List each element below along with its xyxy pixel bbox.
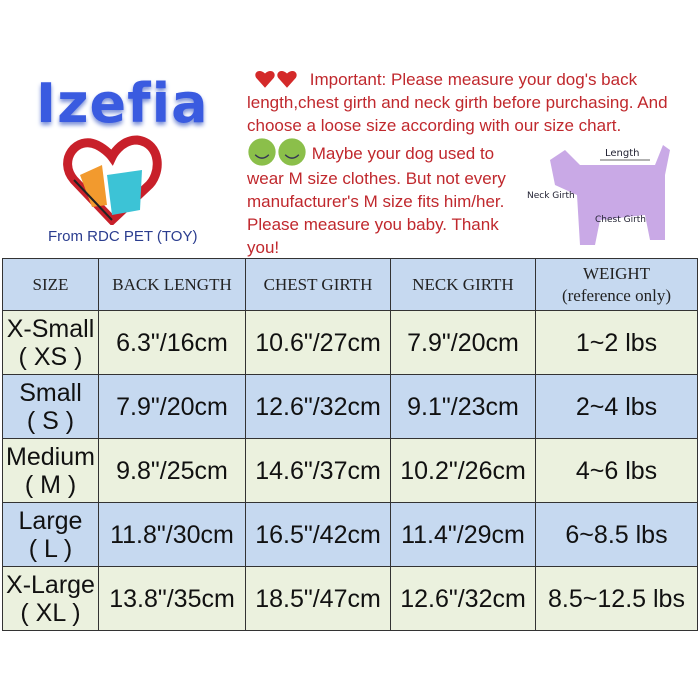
size-cell: X-Small( XS ) xyxy=(2,310,99,375)
weight-cell: 4~6 lbs xyxy=(535,438,698,503)
heart-pets-logo-icon xyxy=(63,135,162,225)
heart-icon xyxy=(255,70,275,88)
size-code: ( XS ) xyxy=(18,342,83,371)
length-label: Length xyxy=(605,148,640,159)
table-row: X-Small( XS ) 6.3"/16cm 10.6"/27cm 7.9"/… xyxy=(2,310,698,375)
weight-cell: 1~2 lbs xyxy=(535,310,698,375)
heart-icon xyxy=(277,70,297,88)
weight-cell: 8.5~12.5 lbs xyxy=(535,566,698,631)
back-length-cell: 6.3"/16cm xyxy=(98,310,246,375)
dog-measurement-diagram: Length Neck Girth Chest Girth xyxy=(527,145,670,245)
header-neck-girth: NECK GIRTH xyxy=(390,258,536,311)
brand-subtitle: From RDC PET (TOY) xyxy=(48,228,198,245)
smiley-icon xyxy=(248,138,276,166)
chest-girth-cell: 16.5"/42cm xyxy=(245,502,391,567)
neck-girth-cell: 10.2"/26cm xyxy=(390,438,536,503)
important-note: Important: Please measure your dog's bac… xyxy=(247,68,697,137)
size-code: ( M ) xyxy=(24,470,77,499)
back-length-cell: 9.8"/25cm xyxy=(98,438,246,503)
size-cell: Medium( M ) xyxy=(2,438,99,503)
neck-girth-cell: 7.9"/20cm xyxy=(390,310,536,375)
size-code: ( S ) xyxy=(26,406,75,435)
back-length-cell: 7.9"/20cm xyxy=(98,374,246,439)
size-chart-table: SIZE BACK LENGTH CHEST GIRTH NECK GIRTH … xyxy=(2,258,698,631)
maybe-note: Maybe your dog used to wear M size cloth… xyxy=(247,137,512,259)
neck-girth-cell: 12.6"/32cm xyxy=(390,566,536,631)
header-back-length: BACK LENGTH xyxy=(98,258,246,311)
size-code: ( L ) xyxy=(28,534,73,563)
size-code: ( XL ) xyxy=(20,598,81,627)
maybe-text: Maybe your dog used to wear M size cloth… xyxy=(247,144,506,257)
weight-note: (reference only) xyxy=(561,285,671,305)
back-length-cell: 13.8"/35cm xyxy=(98,566,246,631)
smiley-icon xyxy=(278,138,306,166)
header-weight: WEIGHT (reference only) xyxy=(535,258,698,311)
table-row: Large( L ) 11.8"/30cm 16.5"/42cm 11.4"/2… xyxy=(2,502,698,567)
chest-girth-cell: 14.6"/37cm xyxy=(245,438,391,503)
size-name: X-Large xyxy=(6,570,95,599)
chest-girth-cell: 12.6"/32cm xyxy=(245,374,391,439)
size-cell: Large( L ) xyxy=(2,502,99,567)
size-name: Small xyxy=(19,378,82,407)
chest-girth-label: Chest Girth xyxy=(595,215,646,225)
table-row: X-Large( XL ) 13.8"/35cm 18.5"/47cm 12.6… xyxy=(2,566,698,631)
chest-girth-cell: 10.6"/27cm xyxy=(245,310,391,375)
size-name: Medium xyxy=(6,442,95,471)
weight-cell: 6~8.5 lbs xyxy=(535,502,698,567)
table-header-row: SIZE BACK LENGTH CHEST GIRTH NECK GIRTH … xyxy=(2,258,698,311)
notice-block: Important: Please measure your dog's bac… xyxy=(247,68,697,259)
weight-label: WEIGHT xyxy=(582,263,651,283)
back-length-cell: 11.8"/30cm xyxy=(98,502,246,567)
weight-cell: 2~4 lbs xyxy=(535,374,698,439)
neck-girth-cell: 11.4"/29cm xyxy=(390,502,536,567)
brand-logo-text: Izefia xyxy=(36,72,209,135)
size-cell: X-Large( XL ) xyxy=(2,566,99,631)
neck-girth-cell: 9.1"/23cm xyxy=(390,374,536,439)
neck-girth-label: Neck Girth xyxy=(527,191,575,201)
table-row: Medium( M ) 9.8"/25cm 14.6"/37cm 10.2"/2… xyxy=(2,438,698,503)
important-text: Important: Please measure your dog's bac… xyxy=(247,70,668,135)
table-row: Small( S ) 7.9"/20cm 12.6"/32cm 9.1"/23c… xyxy=(2,374,698,439)
chest-girth-cell: 18.5"/47cm xyxy=(245,566,391,631)
size-name: Large xyxy=(18,506,83,535)
size-cell: Small( S ) xyxy=(2,374,99,439)
header-size: SIZE xyxy=(2,258,99,311)
size-name: X-Small xyxy=(6,314,95,343)
header-chest-girth: CHEST GIRTH xyxy=(245,258,391,311)
